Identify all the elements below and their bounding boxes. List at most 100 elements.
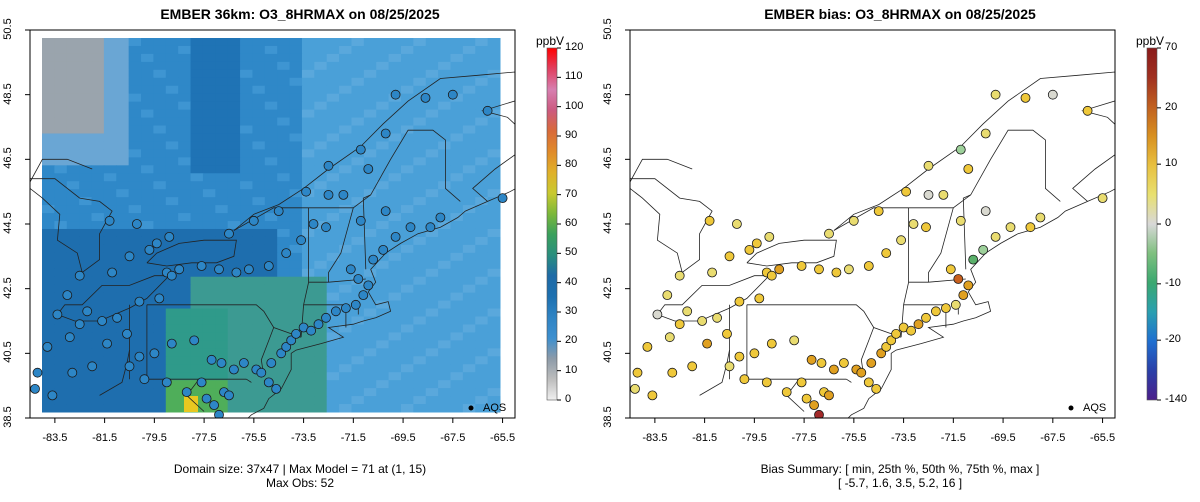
model-grid-cell [141,141,154,150]
model-grid-cell [314,93,328,103]
model-grid-cell [202,101,216,111]
model-grid-cell [339,165,352,174]
model-grid-cell [178,77,192,87]
model-grid-cell [462,340,476,349]
model-grid-cell [351,221,365,230]
model-grid-cell [103,93,117,103]
bias-obs-site [838,358,849,368]
model-grid-cell [438,117,451,127]
model-grid-cell [413,149,427,158]
model-grid-cell [363,133,377,142]
model-grid-cell [190,308,204,318]
model-grid-cell [128,292,142,302]
model-grid-cell [301,141,315,150]
model-grid-cell [289,364,303,373]
model-grid-cell [450,213,464,222]
model-grid-cell [326,324,340,333]
model-grid-cell [141,181,154,190]
bias-obs-site [632,367,643,378]
model-grid-cell [376,109,390,119]
model-grid-cell [79,141,93,150]
model-grid-cell [190,252,204,262]
model-grid-cell [400,133,414,142]
model-grid-cell [79,388,93,397]
model-grid-cell [388,101,402,111]
model-grid-cell [178,157,192,166]
model-grid-cell [165,213,179,222]
model-grid-cell [103,141,117,150]
model-grid-cell [116,380,130,389]
model-grid-cell [116,213,130,222]
model-grid-cell [54,45,68,55]
model-grid-cell [190,93,204,103]
model-grid-cell [128,117,142,127]
model-grid-cell [487,356,501,365]
model-grid-cell [388,364,402,373]
model-grid-cell [475,221,489,230]
model-grid-cell [66,213,80,222]
bias-obs-site [734,296,745,307]
model-grid-cell [450,332,464,341]
model-grid-cell [277,85,291,95]
right-colorbar-tick-label: 70 [1165,41,1178,53]
model-grid-cell [215,173,229,182]
model-grid-cell [388,77,402,87]
model-grid-cell [400,93,414,103]
model-grid-cell [326,133,340,142]
model-grid-cell [363,244,377,254]
model-grid-cell [165,252,179,262]
model-grid-cell [351,197,365,206]
model-grid-cell [475,205,489,214]
model-grid-cell [289,45,303,55]
model-grid-cell [314,308,328,318]
model-grid-cell [438,53,451,63]
model-obs-site [380,206,391,217]
model-grid-cell [400,85,414,95]
model-grid-cell [376,228,390,238]
model-grid-cell [487,228,501,238]
model-grid-cell [462,133,476,142]
model-obs-site [256,367,267,378]
model-grid-cell [400,77,414,87]
model-grid-cell [289,141,303,150]
bias-obs-site [734,351,745,362]
model-grid-cell [264,340,278,349]
model-grid-cell [475,292,489,302]
model-grid-cell [153,340,167,349]
model-grid-cell [116,300,130,310]
model-grid-cell [363,38,377,47]
model-grid-cell [215,38,229,47]
model-grid-cell [42,404,55,413]
model-grid-cell [178,93,192,103]
model-grid-cell [339,348,352,357]
model-grid-cell [202,125,216,134]
model-grid-cell [376,404,390,413]
model-grid-cell [91,117,105,127]
model-grid-cell [79,348,93,357]
model-grid-cell [326,340,340,349]
model-grid-cell [240,213,253,222]
model-grid-cell [42,53,55,63]
model-grid-cell [388,308,402,318]
model-grid-cell [462,125,476,134]
model-grid-cell [227,109,241,119]
model-grid-cell [438,348,451,357]
model-grid-cell [413,276,427,286]
model-grid-cell [438,356,451,365]
model-grid-cell [339,332,352,341]
model-grid-cell [79,356,93,365]
model-grid-cell [264,228,278,238]
model-grid-cell [450,276,464,286]
model-obs-site [238,358,249,368]
model-grid-cell [54,101,68,111]
model-obs-site [447,89,458,100]
model-grid-cell [116,173,130,182]
bias-obs-site [814,409,824,418]
model-grid-cell [91,356,105,365]
model-grid-cell [91,205,105,214]
model-grid-cell [153,372,167,381]
model-grid-cell [475,396,489,405]
model-grid-cell [66,69,80,79]
bias-obs-site [766,338,777,349]
model-grid-cell [227,117,241,127]
